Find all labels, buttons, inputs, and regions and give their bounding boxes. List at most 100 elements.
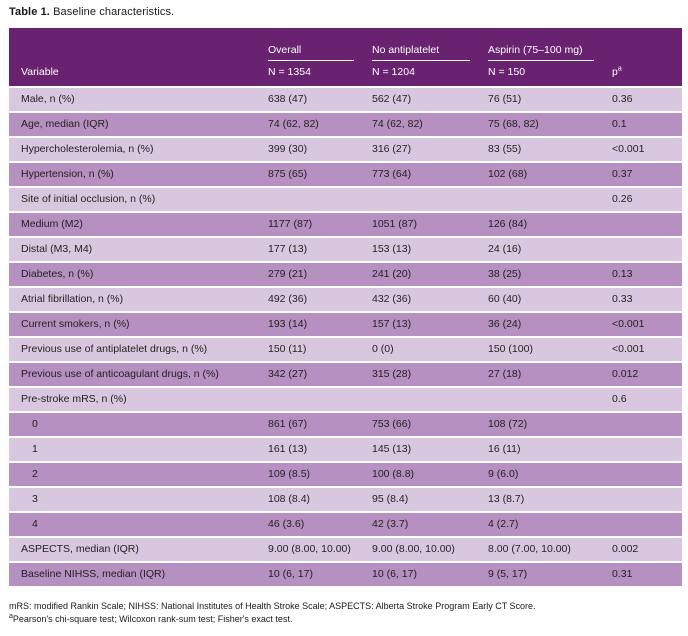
row-overall-value: 875 (65) [268,168,308,180]
table-row: 4 46 (3.6) 42 (3.7) 4 (2.7) [9,513,682,536]
no-antiplatelet-underline [372,60,470,61]
row-p-value [612,238,682,261]
row-aspirin-value: 83 (55) [488,143,522,155]
row-no-antiplatelet-value: 562 (47) [372,93,412,105]
row-variable-label: Age, median (IQR) [21,118,109,130]
row-variable-label: 3 [32,493,38,505]
row-aspirin-value: 102 (68) [488,168,528,180]
row-overall-value: 193 (14) [268,318,308,330]
row-no-antiplatelet-value: 10 (6, 17) [372,568,417,580]
row-variable-label: Hypercholesterolemia, n (%) [21,143,154,155]
table-caption: Table 1. Baseline characteristics. [9,6,174,18]
aspirin-n-label: N = 150 [488,66,526,78]
row-aspirin-value: 13 (8.7) [488,493,525,505]
row-variable-label: Pre-stroke mRS, n (%) [21,393,127,405]
table-row: Hypercholesterolemia, n (%) 399 (30) 316… [9,138,682,161]
column-header-variable: Variable [9,28,268,86]
row-p-value [612,213,682,236]
variable-header-label: Variable [21,66,59,78]
column-header-aspirin: Aspirin (75–100 mg) N = 150 [488,28,612,86]
row-aspirin-value: 9 (6.0) [488,468,519,480]
row-p-value: 0.36 [612,93,633,105]
row-aspirin-value: 38 (25) [488,268,522,280]
row-overall-value: 108 (8.4) [268,493,311,505]
table-row: 1 161 (13) 145 (13) 16 (11) [9,438,682,461]
row-aspirin-value [488,188,612,211]
table-row: Male, n (%) 638 (47) 562 (47) 76 (51) 0.… [9,88,682,111]
row-variable-label: Baseline NIHSS, median (IQR) [21,568,166,580]
row-p-value: <0.001 [612,343,645,355]
row-p-value: <0.001 [612,318,645,330]
row-variable-label: 1 [32,443,38,455]
row-no-antiplatelet-value: 1051 (87) [372,218,417,230]
table-row: Previous use of anticoagulant drugs, n (… [9,363,682,386]
overall-n-label: N = 1354 [268,66,311,78]
row-no-antiplatelet-value: 157 (13) [372,318,412,330]
row-variable-label: Site of initial occlusion, n (%) [21,193,156,205]
row-p-value [612,413,682,436]
table-header: Variable Overall N = 1354 No antiplatele… [9,28,682,86]
row-aspirin-value: 36 (24) [488,318,522,330]
table-row: Previous use of antiplatelet drugs, n (%… [9,338,682,361]
row-overall-value [268,388,372,411]
row-overall-value: 150 (11) [268,343,307,355]
row-aspirin-value: 8.00 (7.00, 10.00) [488,543,571,555]
row-aspirin-value: 4 (2.7) [488,518,519,530]
row-p-value [612,438,682,461]
row-aspirin-value: 75 (68, 82) [488,118,539,130]
row-overall-value: 399 (30) [268,143,308,155]
aspirin-underline [488,60,594,61]
row-no-antiplatelet-value: 316 (27) [372,143,412,155]
row-overall-value: 9.00 (8.00, 10.00) [268,543,351,555]
table-row: 2 109 (8.5) 100 (8.8) 9 (6.0) [9,463,682,486]
row-no-antiplatelet-value: 95 (8.4) [372,493,409,505]
table-row: Age, median (IQR) 74 (62, 82) 74 (62, 82… [9,113,682,136]
aspirin-group-label: Aspirin (75–100 mg) [488,44,583,56]
row-no-antiplatelet-value: 100 (8.8) [372,468,415,480]
column-header-p-value: pa [612,28,682,86]
row-p-value: <0.001 [612,143,645,155]
row-aspirin-value: 9 (5, 17) [488,568,528,580]
row-variable-label: 0 [32,418,38,430]
row-p-value: 0.26 [612,193,633,205]
row-no-antiplatelet-value [372,388,488,411]
p-header-label: pa [612,65,622,79]
row-variable-label: Hypertension, n (%) [21,168,114,180]
table-row: Baseline NIHSS, median (IQR) 10 (6, 17) … [9,563,682,586]
row-aspirin-value [488,388,612,411]
table-row: Site of initial occlusion, n (%) 0.26 [9,188,682,211]
row-no-antiplatelet-value: 9.00 (8.00, 10.00) [372,543,455,555]
row-variable-label: Atrial fibrillation, n (%) [21,293,124,305]
row-no-antiplatelet-value: 74 (62, 82) [372,118,423,130]
row-p-value: 0.6 [612,393,627,405]
row-aspirin-value: 24 (16) [488,243,522,255]
row-variable-label: 4 [32,518,38,530]
row-variable-label: 2 [32,468,38,480]
overall-underline [268,60,354,61]
row-overall-value: 161 (13) [268,443,308,455]
row-aspirin-value: 16 (11) [488,443,521,455]
row-p-value: 0.1 [612,118,627,130]
table-number: Table 1. [9,6,50,18]
row-aspirin-value: 108 (72) [488,418,528,430]
row-variable-label: Previous use of antiplatelet drugs, n (%… [21,343,208,355]
row-variable-label: Male, n (%) [21,93,75,105]
row-p-value: 0.31 [612,568,633,580]
no-antiplatelet-n-label: N = 1204 [372,66,415,78]
row-no-antiplatelet-value: 773 (64) [372,168,412,180]
row-p-value: 0.13 [612,268,633,280]
row-no-antiplatelet-value: 315 (28) [372,368,412,380]
table-row: 3 108 (8.4) 95 (8.4) 13 (8.7) [9,488,682,511]
row-no-antiplatelet-value: 145 (13) [372,443,412,455]
row-aspirin-value: 126 (84) [488,218,528,230]
row-p-value: 0.33 [612,293,633,305]
overall-group-label: Overall [268,44,302,56]
row-variable-label: Current smokers, n (%) [21,318,130,330]
row-aspirin-value: 60 (40) [488,293,522,305]
table-row: Distal (M3, M4) 177 (13) 153 (13) 24 (16… [9,238,682,261]
row-p-value: 0.012 [612,368,639,380]
table-row: Current smokers, n (%) 193 (14) 157 (13)… [9,313,682,336]
row-p-value: 0.37 [612,168,633,180]
row-p-value [612,463,682,486]
